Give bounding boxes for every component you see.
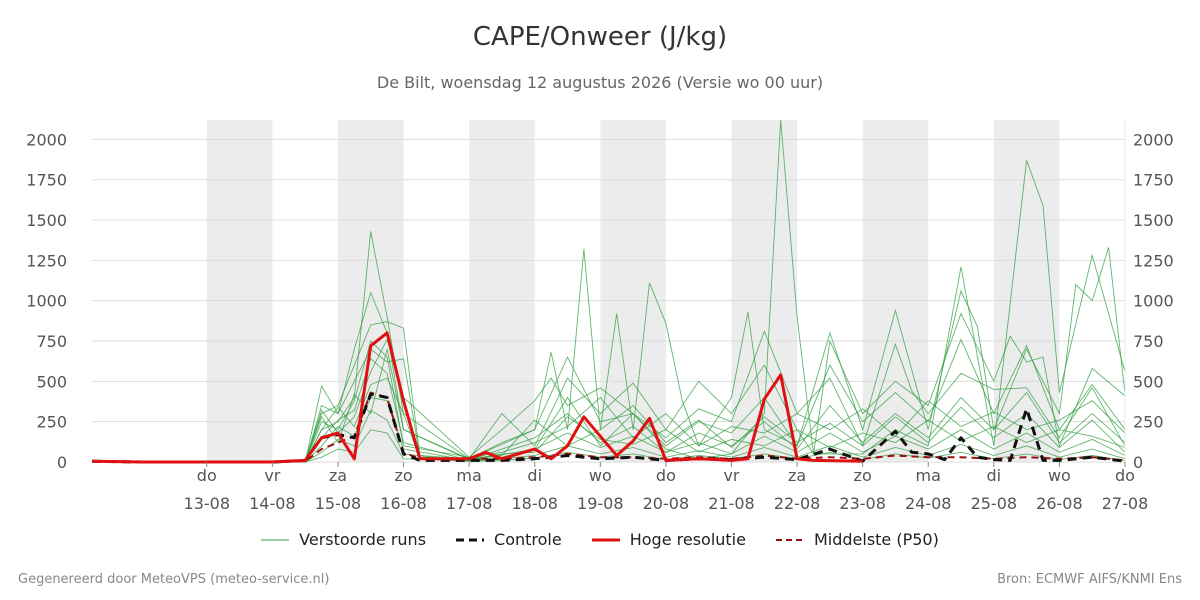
x-tick-date-5: 18-08 bbox=[511, 494, 558, 513]
y-tick-left-0: 0 bbox=[57, 453, 67, 472]
x-tick-day-8: vr bbox=[723, 466, 739, 485]
x-tick-day-10: zo bbox=[854, 466, 872, 485]
x-tick-date-6: 19-08 bbox=[577, 494, 624, 513]
legend: Verstoorde runs Controle Hoge resolutie … bbox=[0, 530, 1200, 549]
y-tick-right-1750: 1750 bbox=[1133, 171, 1174, 190]
axes: 0 0 250 250 500 500 750 750 1000 1000 1250 1250 1500… bbox=[26, 120, 1174, 513]
legend-item-control: Controle bbox=[456, 530, 562, 549]
x-tick-date-7: 20-08 bbox=[643, 494, 690, 513]
y-tick-right-1000: 1000 bbox=[1133, 292, 1174, 311]
x-tick-day-3: zo bbox=[394, 466, 412, 485]
series-middelste-p50- bbox=[91, 391, 1126, 463]
x-tick-date-13: 26-08 bbox=[1036, 494, 1083, 513]
x-tick-day-12: di bbox=[987, 466, 1002, 485]
footer-source: Bron: ECMWF AIFS/KNMI Ens bbox=[997, 572, 1182, 587]
footer-credit: Gegenereerd door MeteoVPS (meteo-service… bbox=[18, 572, 330, 587]
legend-label-hires: Hoge resolutie bbox=[629, 530, 746, 549]
x-tick-day-9: za bbox=[788, 466, 806, 485]
x-tick-day-4: ma bbox=[456, 466, 481, 485]
legend-item-median: Middelste (P50) bbox=[775, 530, 939, 549]
y-tick-left-1500: 1500 bbox=[26, 211, 67, 230]
x-tick-date-3: 16-08 bbox=[380, 494, 427, 513]
x-tick-date-10: 23-08 bbox=[839, 494, 886, 513]
chart-title: CAPE/Onweer (J/kg) bbox=[472, 22, 728, 52]
legend-item-hires: Hoge resolutie bbox=[591, 530, 746, 549]
night-band-6 bbox=[993, 120, 1060, 462]
y-tick-left-1250: 1250 bbox=[26, 251, 67, 270]
legend-swatch-ensemble bbox=[261, 539, 290, 540]
x-tick-date-11: 24-08 bbox=[905, 494, 952, 513]
y-tick-right-0: 0 bbox=[1133, 453, 1143, 472]
x-tick-day-5: di bbox=[527, 466, 542, 485]
y-tick-left-750: 750 bbox=[36, 332, 67, 351]
night-band-5 bbox=[862, 120, 929, 462]
night-band-0 bbox=[206, 120, 273, 462]
chart-subtitle: De Bilt, woensdag 12 augustus 2026 (Vers… bbox=[376, 73, 824, 92]
x-tick-date-1: 14-08 bbox=[249, 494, 296, 513]
x-tick-day-2: za bbox=[329, 466, 347, 485]
ensemble-run-7 bbox=[92, 377, 1126, 463]
legend-label-ensemble: Verstoorde runs bbox=[299, 530, 427, 549]
y-tick-left-250: 250 bbox=[36, 413, 67, 432]
x-tick-date-12: 25-08 bbox=[971, 494, 1018, 513]
y-tick-right-1500: 1500 bbox=[1133, 211, 1174, 230]
y-tick-left-1750: 1750 bbox=[26, 171, 67, 190]
legend-label-control: Controle bbox=[494, 530, 562, 549]
main-series bbox=[91, 331, 1126, 464]
legend-label-median: Middelste (P50) bbox=[813, 530, 939, 549]
y-tick-right-500: 500 bbox=[1133, 372, 1164, 391]
x-tick-date-2: 15-08 bbox=[315, 494, 362, 513]
x-tick-day-7: do bbox=[656, 466, 676, 485]
legend-swatch-hires bbox=[591, 538, 620, 541]
y-tick-right-750: 750 bbox=[1133, 332, 1164, 351]
series-hoge-resolutie bbox=[91, 331, 863, 464]
x-tick-day-6: wo bbox=[589, 466, 612, 485]
legend-swatch-median bbox=[775, 538, 804, 541]
x-tick-date-0: 13-08 bbox=[184, 494, 231, 513]
x-tick-date-14: 27-08 bbox=[1102, 494, 1149, 513]
y-tick-left-1000: 1000 bbox=[26, 292, 67, 311]
x-tick-day-14: do bbox=[1115, 466, 1135, 485]
y-tick-right-2000: 2000 bbox=[1133, 130, 1174, 149]
ensemble-run-2 bbox=[92, 312, 1126, 463]
x-tick-day-0: do bbox=[197, 466, 217, 485]
legend-item-ensemble: Verstoorde runs bbox=[261, 530, 426, 549]
legend-swatch-control bbox=[456, 538, 485, 541]
y-tick-right-250: 250 bbox=[1133, 413, 1164, 432]
x-tick-day-11: ma bbox=[916, 466, 941, 485]
x-tick-date-8: 21-08 bbox=[708, 494, 755, 513]
x-tick-day-1: vr bbox=[264, 466, 280, 485]
y-tick-left-2000: 2000 bbox=[26, 130, 67, 149]
x-tick-date-4: 17-08 bbox=[446, 494, 493, 513]
x-tick-date-9: 22-08 bbox=[774, 494, 821, 513]
y-tick-right-1250: 1250 bbox=[1133, 251, 1174, 270]
night-band-2 bbox=[469, 120, 535, 462]
x-tick-day-13: wo bbox=[1048, 466, 1071, 485]
night-bands bbox=[206, 120, 1060, 462]
ensemble-run-3 bbox=[92, 330, 1126, 463]
night-band-3 bbox=[600, 120, 666, 462]
y-tick-left-500: 500 bbox=[36, 372, 67, 391]
